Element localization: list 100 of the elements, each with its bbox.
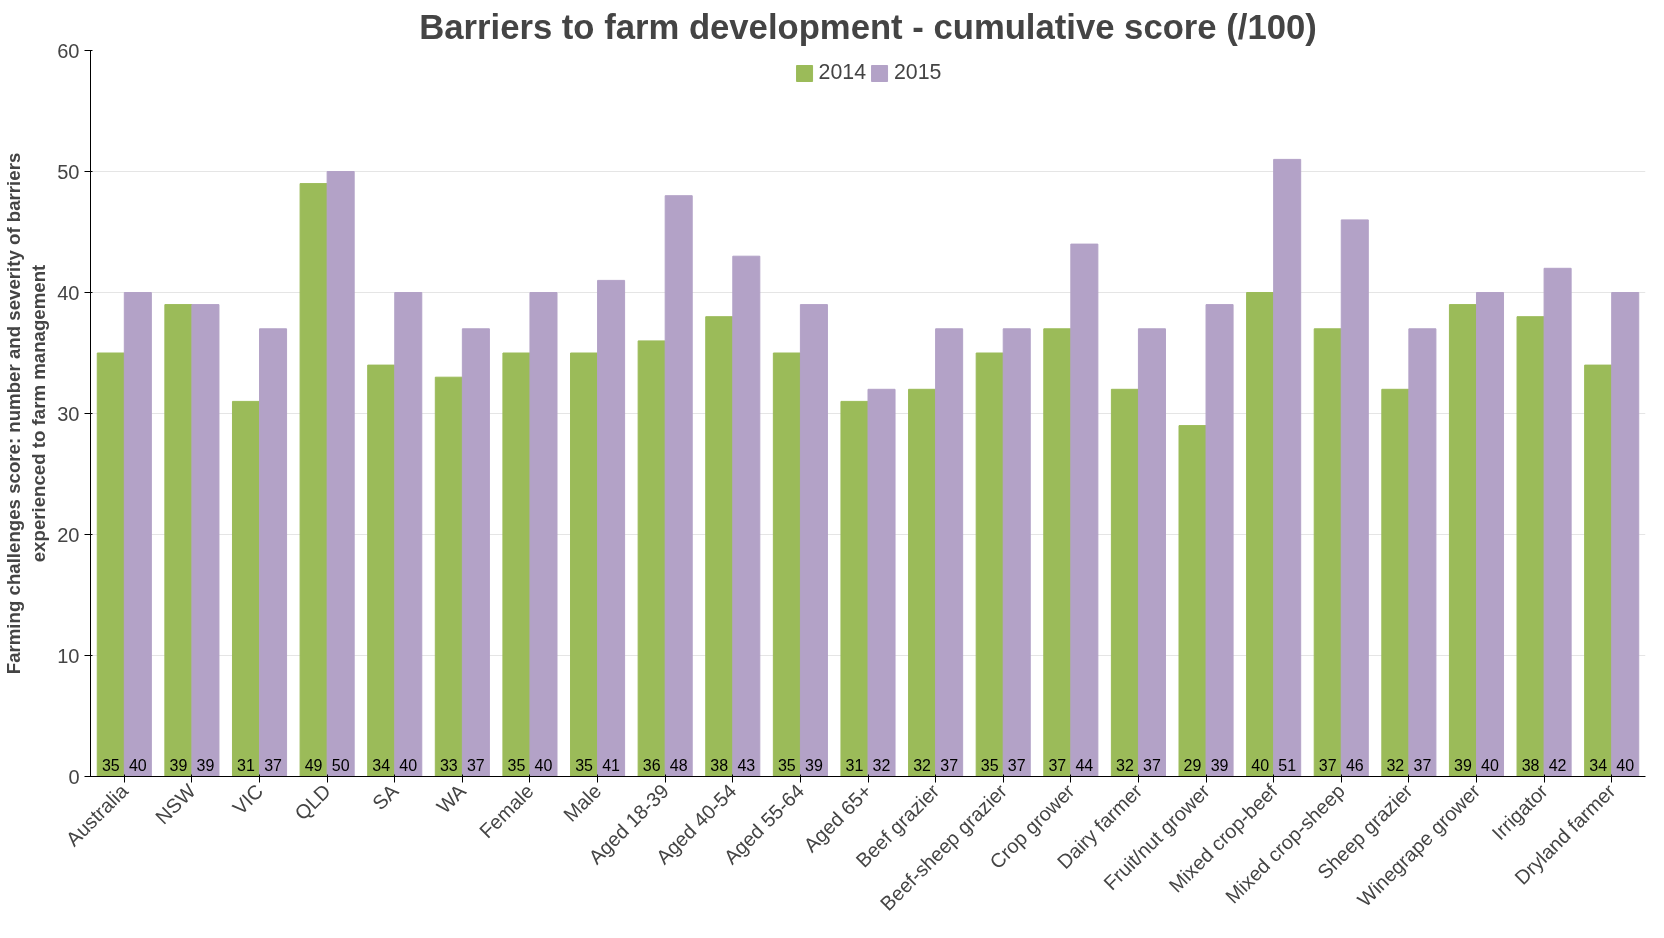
data-label: 35 (777, 756, 796, 774)
bar (1408, 328, 1437, 777)
data-label: 31 (237, 756, 255, 774)
data-label: 35 (101, 756, 120, 774)
legend-label: 2015 (894, 60, 942, 85)
bar (1611, 292, 1640, 777)
bar (1543, 267, 1572, 777)
y-tick-label: 10 (57, 644, 80, 667)
x-tick-label: SA (368, 779, 403, 815)
data-label: 38 (710, 756, 729, 774)
data-label: 32 (1386, 756, 1405, 774)
data-label: 32 (1116, 756, 1134, 774)
bar (461, 328, 490, 777)
data-label: 35 (575, 756, 594, 774)
bar (732, 255, 761, 777)
data-label: 43 (737, 756, 756, 774)
data-label: 34 (372, 756, 391, 774)
bar (570, 352, 599, 777)
bar (1205, 304, 1234, 777)
x-tick-label: VIC (228, 779, 268, 819)
bar (664, 195, 693, 777)
data-label: 46 (1345, 756, 1364, 774)
bar (1043, 328, 1072, 777)
y-tick-label: 30 (57, 402, 80, 425)
bar (705, 316, 734, 777)
legend-label: 2014 (818, 60, 866, 85)
data-label: 40 (1616, 756, 1635, 774)
bar (1110, 388, 1139, 777)
bar (840, 400, 869, 777)
data-label: 32 (872, 756, 891, 774)
bar (259, 328, 288, 777)
bar (529, 292, 558, 777)
data-label: 37 (264, 756, 283, 774)
bar (1273, 158, 1302, 777)
data-label: 39 (1210, 756, 1229, 774)
bar (935, 328, 964, 777)
data-label: 32 (913, 756, 932, 774)
bar (502, 352, 531, 777)
data-label: 37 (466, 756, 485, 774)
data-label: 39 (196, 756, 215, 774)
bar (1475, 292, 1505, 777)
bar (908, 388, 937, 777)
bar (326, 171, 355, 777)
bar (1002, 328, 1031, 777)
data-label: 40 (1251, 756, 1270, 774)
bar (1381, 388, 1410, 777)
bar (191, 304, 220, 777)
data-label: 40 (399, 756, 418, 774)
y-tick-label: 0 (68, 765, 80, 788)
y-tick-label: 50 (57, 160, 80, 183)
data-label: 35 (507, 756, 526, 774)
bar (1313, 328, 1342, 777)
data-label: 37 (1143, 756, 1161, 774)
bar (1584, 364, 1613, 777)
data-label: 31 (845, 756, 864, 774)
bar (299, 183, 328, 777)
chart-title: Barriers to farm development - cumulative score (/100) (419, 7, 1317, 46)
data-label: 37 (1048, 756, 1067, 774)
bar (799, 304, 828, 777)
bar (1070, 243, 1099, 777)
bar (1178, 425, 1207, 777)
data-label: 49 (304, 756, 323, 774)
data-label: 37 (1413, 756, 1432, 774)
bar (597, 279, 626, 777)
x-tick-label: QLD (290, 779, 335, 825)
bar (1340, 219, 1369, 777)
bar (1516, 316, 1545, 777)
data-label: 37 (1318, 756, 1337, 774)
data-label: 48 (669, 756, 688, 774)
data-label: 38 (1521, 756, 1540, 774)
bar (637, 340, 666, 777)
y-tick-label: 60 (57, 39, 80, 62)
data-label: 37 (1007, 756, 1026, 774)
data-label: 36 (642, 756, 661, 774)
bar (772, 352, 801, 777)
data-label: 40 (534, 756, 553, 774)
data-label: 44 (1075, 756, 1094, 774)
y-tick-label: 20 (57, 523, 80, 546)
x-tick-label: WA (432, 779, 471, 818)
y-tick-label: 40 (57, 281, 80, 304)
data-label: 50 (331, 756, 350, 774)
data-label: 40 (1481, 756, 1499, 774)
data-label: 39 (1454, 756, 1472, 774)
data-label: 40 (128, 756, 147, 774)
data-label: 39 (169, 756, 188, 774)
bar (164, 304, 193, 777)
data-label: 35 (980, 756, 999, 774)
data-label: 37 (940, 756, 959, 774)
bar (975, 352, 1004, 777)
data-label: 41 (602, 756, 621, 774)
data-label: 33 (439, 756, 458, 774)
bar (394, 292, 423, 777)
data-label: 51 (1278, 756, 1297, 774)
bar (434, 376, 463, 777)
data-label: 34 (1589, 756, 1608, 774)
bar (1246, 292, 1275, 777)
data-label: 42 (1548, 756, 1567, 774)
bar (1448, 304, 1477, 777)
bar (367, 364, 396, 777)
data-label: 39 (805, 756, 823, 774)
